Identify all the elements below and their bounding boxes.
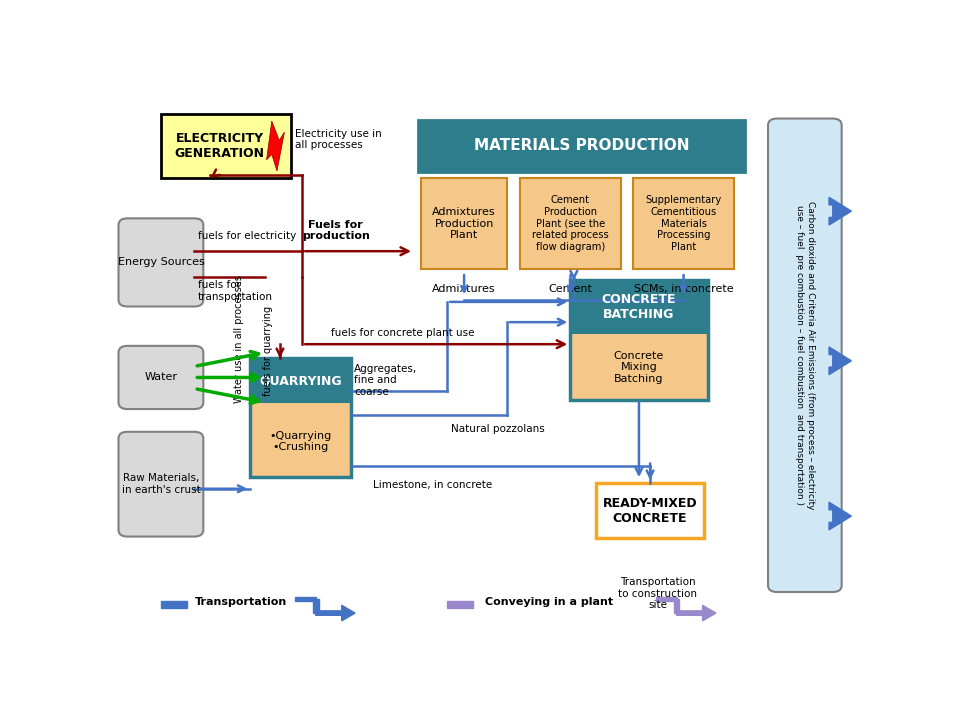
Text: CONCRETE
BATCHING: CONCRETE BATCHING	[602, 293, 676, 321]
Text: fuels for concrete plant use: fuels for concrete plant use	[331, 328, 474, 338]
Text: Energy Sources: Energy Sources	[117, 258, 204, 267]
Text: fuels for electricity: fuels for electricity	[198, 231, 297, 241]
Text: Electricity use in
all processes: Electricity use in all processes	[295, 129, 381, 150]
Bar	[596, 483, 704, 539]
FancyArrow shape	[656, 597, 677, 601]
Bar	[161, 114, 291, 178]
Text: ELECTRICITY
GENERATION: ELECTRICITY GENERATION	[175, 132, 265, 160]
Text: •Quarrying
•Crushing: •Quarrying •Crushing	[270, 431, 331, 452]
Text: Concrete
Mixing
Batching: Concrete Mixing Batching	[613, 351, 664, 384]
Bar	[251, 358, 350, 477]
FancyBboxPatch shape	[118, 432, 204, 536]
FancyArrow shape	[313, 599, 319, 613]
FancyArrow shape	[316, 606, 355, 621]
Bar	[418, 120, 745, 172]
Text: READY-MIXED
CONCRETE: READY-MIXED CONCRETE	[603, 497, 697, 524]
FancyArrow shape	[447, 601, 473, 608]
FancyBboxPatch shape	[118, 346, 204, 409]
FancyArrow shape	[674, 599, 680, 613]
Text: Aggregates,
fine and
coarse: Aggregates, fine and coarse	[354, 364, 418, 397]
Bar	[634, 178, 733, 269]
Text: Carbon dioxide and Criteria Air Emissions (from process – electricity
use – fuel: Carbon dioxide and Criteria Air Emission…	[795, 201, 814, 510]
Text: fuels for quarrying: fuels for quarrying	[262, 306, 273, 396]
FancyArrow shape	[161, 601, 187, 608]
Text: MATERIALS PRODUCTION: MATERIALS PRODUCTION	[473, 138, 689, 153]
Polygon shape	[829, 197, 852, 225]
Text: Limestone, in concrete: Limestone, in concrete	[372, 480, 492, 490]
FancyArrow shape	[295, 597, 316, 601]
Polygon shape	[829, 347, 852, 374]
Text: Admixtures
Production
Plant: Admixtures Production Plant	[432, 207, 496, 240]
Bar	[520, 178, 621, 269]
Text: Cement: Cement	[548, 284, 592, 294]
Text: Admixtures: Admixtures	[432, 284, 496, 294]
Polygon shape	[829, 503, 852, 530]
Text: fuels for
transportation: fuels for transportation	[198, 280, 273, 302]
Bar	[251, 358, 350, 403]
Text: Transportation
to construction
site: Transportation to construction site	[618, 577, 697, 611]
FancyArrow shape	[677, 606, 716, 621]
Text: Natural pozzolans: Natural pozzolans	[451, 424, 545, 434]
Polygon shape	[267, 121, 284, 171]
Text: Water use in all processes: Water use in all processes	[234, 275, 244, 402]
Bar	[570, 280, 708, 400]
Text: SCMs, in concrete: SCMs, in concrete	[634, 284, 733, 294]
Text: Conveying in a plant: Conveying in a plant	[485, 597, 612, 607]
Text: Fuels for
production: Fuels for production	[301, 220, 370, 241]
Text: QUARRYING: QUARRYING	[259, 374, 342, 387]
Bar	[570, 280, 708, 334]
Text: Raw Materials,
in earth's crust: Raw Materials, in earth's crust	[122, 473, 201, 495]
Bar	[421, 178, 507, 269]
Text: Water: Water	[144, 372, 178, 382]
Text: Transportation: Transportation	[194, 597, 287, 607]
Text: Supplementary
Cementitious
Materials
Processing
Plant: Supplementary Cementitious Materials Pro…	[645, 195, 722, 252]
Text: Cement
Production
Plant (see the
related process
flow diagram): Cement Production Plant (see the related…	[532, 195, 609, 252]
FancyBboxPatch shape	[118, 218, 204, 307]
FancyBboxPatch shape	[768, 119, 842, 592]
